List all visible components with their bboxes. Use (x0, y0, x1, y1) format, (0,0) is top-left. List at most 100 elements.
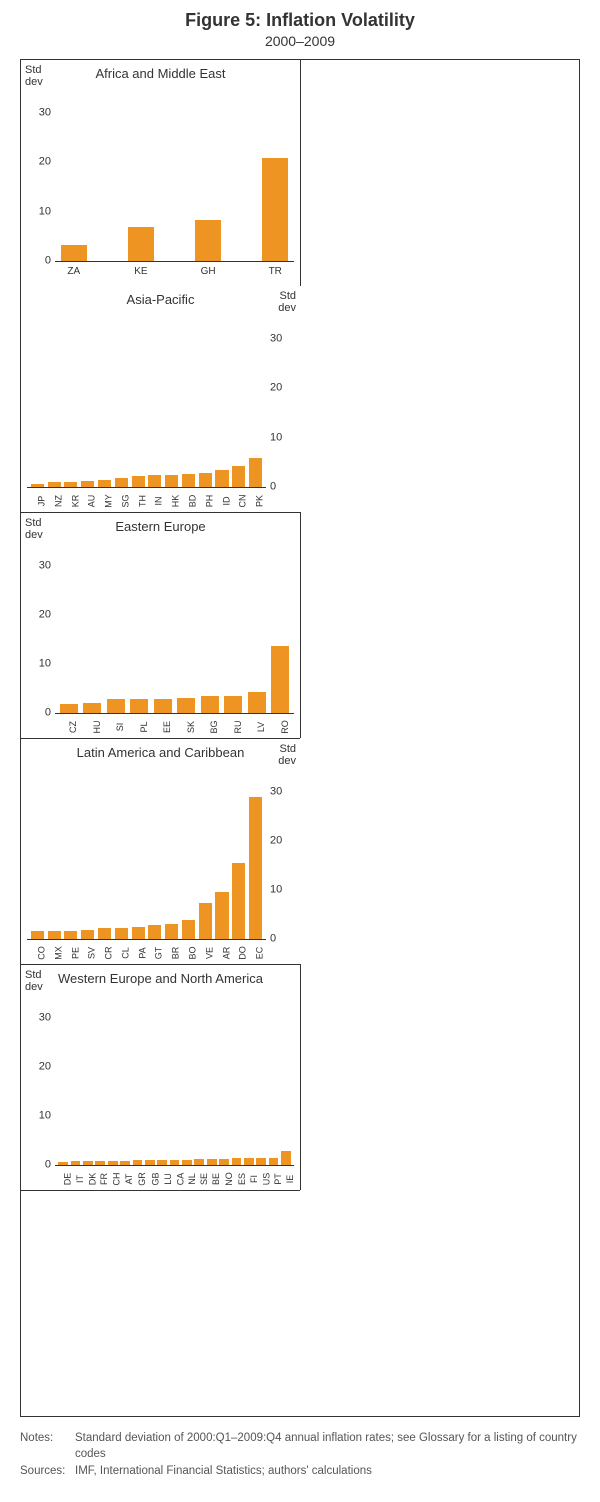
bar-wrap (46, 314, 63, 487)
y-tick: 0 (25, 256, 55, 267)
bar (115, 478, 128, 487)
panel-asia-pacific: StddevAsia-Pacific0102030JPNZKRAUMYSGTHI… (21, 286, 300, 512)
y-axis-label: Stddev (278, 743, 296, 767)
bar-wrap (193, 993, 205, 1165)
bar-wrap (222, 541, 246, 713)
x-label (158, 264, 192, 286)
y-tick: 30 (266, 786, 296, 797)
bar-wrap (247, 314, 264, 487)
x-label: EE (152, 715, 174, 739)
x-label (225, 264, 259, 286)
x-label: SK (175, 715, 197, 739)
bar (58, 1162, 68, 1165)
bar (120, 1161, 130, 1165)
y-tick: 10 (25, 658, 55, 669)
x-labels: CZHUSIPLEESKBGRULVRO (55, 716, 294, 738)
bar (71, 1161, 81, 1165)
bar-wrap (156, 993, 168, 1165)
bar-wrap (119, 993, 131, 1165)
y-tick: 20 (266, 835, 296, 846)
bar-wrap (181, 993, 193, 1165)
bars-container (55, 88, 294, 261)
notes-row: Notes: Standard deviation of 2000:Q1–200… (20, 1431, 580, 1462)
bar-wrap (191, 88, 225, 261)
bar (201, 696, 219, 713)
bar-wrap (113, 767, 130, 939)
x-label: BG (199, 715, 221, 739)
plot-area: 0102030CZHUSIPLEESKBGRULVRO (55, 541, 294, 738)
bar-wrap (269, 541, 293, 713)
bar (195, 220, 221, 261)
plot-area: 0102030ZAKEGHTR (55, 88, 294, 286)
bar-wrap (107, 993, 119, 1165)
panels-grid: StddevAfrica and Middle East0102030ZAKEG… (20, 59, 580, 1417)
bars-container (55, 993, 294, 1165)
plot-inner: 0102030 (27, 314, 266, 488)
bar-wrap (255, 993, 267, 1165)
bar-wrap (243, 993, 255, 1165)
bar (81, 481, 94, 487)
bar-wrap (57, 993, 69, 1165)
bar (215, 892, 228, 939)
bar-wrap (163, 767, 180, 939)
bar (145, 1160, 155, 1165)
bar-wrap (198, 541, 222, 713)
bar-wrap (130, 314, 147, 487)
panel-title: Asia-Pacific (21, 292, 300, 310)
bar-wrap (57, 88, 91, 261)
plot-area: 0102030COMXPESVCRCLPAGTBRBOVEARDOEC (27, 767, 266, 964)
bar-wrap (230, 767, 247, 939)
bar-wrap (163, 314, 180, 487)
bar-wrap (206, 993, 218, 1165)
x-label: PK (245, 493, 267, 510)
bar (157, 1160, 167, 1165)
bar-wrap (104, 541, 128, 713)
bar (248, 692, 266, 713)
bar-wrap (247, 767, 264, 939)
bar-wrap (197, 314, 214, 487)
bar-wrap (79, 314, 96, 487)
bar-wrap (230, 314, 247, 487)
bar-wrap (267, 993, 279, 1165)
bar (182, 1160, 192, 1165)
bar-wrap (144, 993, 156, 1165)
x-label: EC (245, 945, 267, 962)
bar-wrap (81, 541, 105, 713)
figure-container: Figure 5: Inflation Volatility 2000–2009… (0, 0, 600, 1502)
bar (232, 863, 245, 939)
bars-container (27, 314, 266, 487)
bar (249, 797, 262, 940)
bar-wrap (57, 541, 81, 713)
sources-label: Sources: (20, 1464, 75, 1480)
bar-wrap (180, 767, 197, 939)
bar (132, 476, 145, 487)
plot-inner: 0102030 (55, 541, 294, 714)
bar-wrap (197, 767, 214, 939)
bar (98, 480, 111, 487)
bar-wrap (146, 767, 163, 939)
y-axis-label: Stddev (25, 969, 43, 993)
bar-wrap (79, 767, 96, 939)
bar-wrap (96, 767, 113, 939)
bar-wrap (151, 541, 175, 713)
panel-western-europe-and-north-america: StddevWestern Europe and North America01… (21, 964, 301, 1190)
bar-wrap (96, 314, 113, 487)
x-label: HU (81, 715, 103, 739)
bar (128, 227, 154, 261)
y-tick: 0 (266, 934, 296, 945)
y-axis-label: Stddev (25, 64, 43, 88)
bar (232, 1158, 242, 1165)
x-label: LV (246, 715, 268, 739)
bar-wrap (218, 993, 230, 1165)
y-tick: 20 (25, 157, 55, 168)
bar-wrap (245, 541, 269, 713)
bar (244, 1158, 254, 1165)
bar-wrap (280, 993, 292, 1165)
bar (130, 699, 148, 713)
bar-wrap (124, 88, 158, 261)
bar-wrap (82, 993, 94, 1165)
bar-wrap (113, 314, 130, 487)
bar (48, 482, 61, 487)
bar-wrap (214, 314, 231, 487)
bar (170, 1160, 180, 1165)
